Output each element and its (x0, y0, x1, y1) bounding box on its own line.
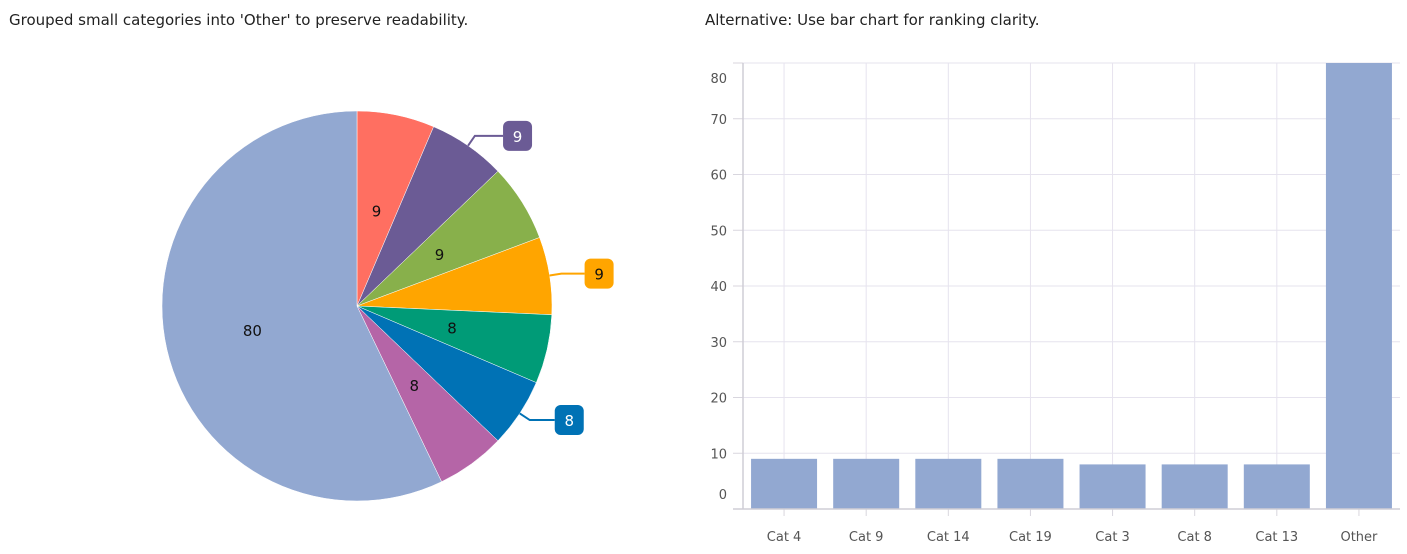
y-tick-label: 20 (710, 392, 727, 407)
x-tick-label: Cat 8 (1177, 530, 1212, 545)
x-tick-label: Cat 13 (1255, 530, 1298, 545)
x-tick-label: Other (1340, 530, 1378, 545)
bar (1325, 63, 1392, 509)
bar (1161, 464, 1228, 509)
pie-label-box (503, 120, 533, 151)
x-tick-label: Cat 19 (1009, 530, 1052, 545)
pie-slice-label: 9 (594, 266, 604, 284)
pie-slice (161, 110, 442, 502)
pie-leader-line (549, 272, 585, 277)
bar (915, 458, 982, 509)
bar (1079, 464, 1146, 509)
bar (997, 458, 1064, 509)
y-tick-label: 50 (710, 224, 727, 239)
y-tick-label: 40 (710, 280, 727, 295)
pie-title: Grouped small categories into 'Other' to… (9, 11, 469, 29)
pie-label-box (584, 258, 614, 289)
pie-leader-line (467, 134, 504, 147)
pie-slice-label: 9 (435, 246, 445, 264)
y-tick-label: 70 (710, 113, 727, 128)
pie-slice-label: 8 (447, 320, 457, 338)
bar (833, 458, 900, 509)
pie-slice-label: 8 (410, 377, 420, 395)
pie-slice-label: 9 (372, 202, 382, 220)
x-tick-label: Cat 9 (849, 530, 884, 545)
y-tick-label: 30 (710, 336, 727, 351)
x-tick-label: Cat 4 (767, 530, 802, 545)
y-tick-label: 80 (710, 72, 727, 87)
y-tick-label: 60 (710, 169, 727, 184)
pie-slice-label: 9 (513, 128, 523, 146)
bar (1243, 464, 1310, 509)
x-tick-label: Cat 3 (1095, 530, 1130, 545)
x-tick-label: Cat 14 (927, 530, 970, 545)
y-tick-label: 10 (710, 447, 727, 462)
pie-slice-label: 8 (564, 412, 574, 430)
pie-leader-line (519, 412, 555, 422)
bar (751, 458, 818, 509)
y-tick-label: 0 (719, 488, 727, 503)
pie-label-box (554, 405, 584, 436)
bar-title: Alternative: Use bar chart for ranking c… (705, 11, 1040, 29)
pie-slice-label: 80 (243, 322, 262, 340)
